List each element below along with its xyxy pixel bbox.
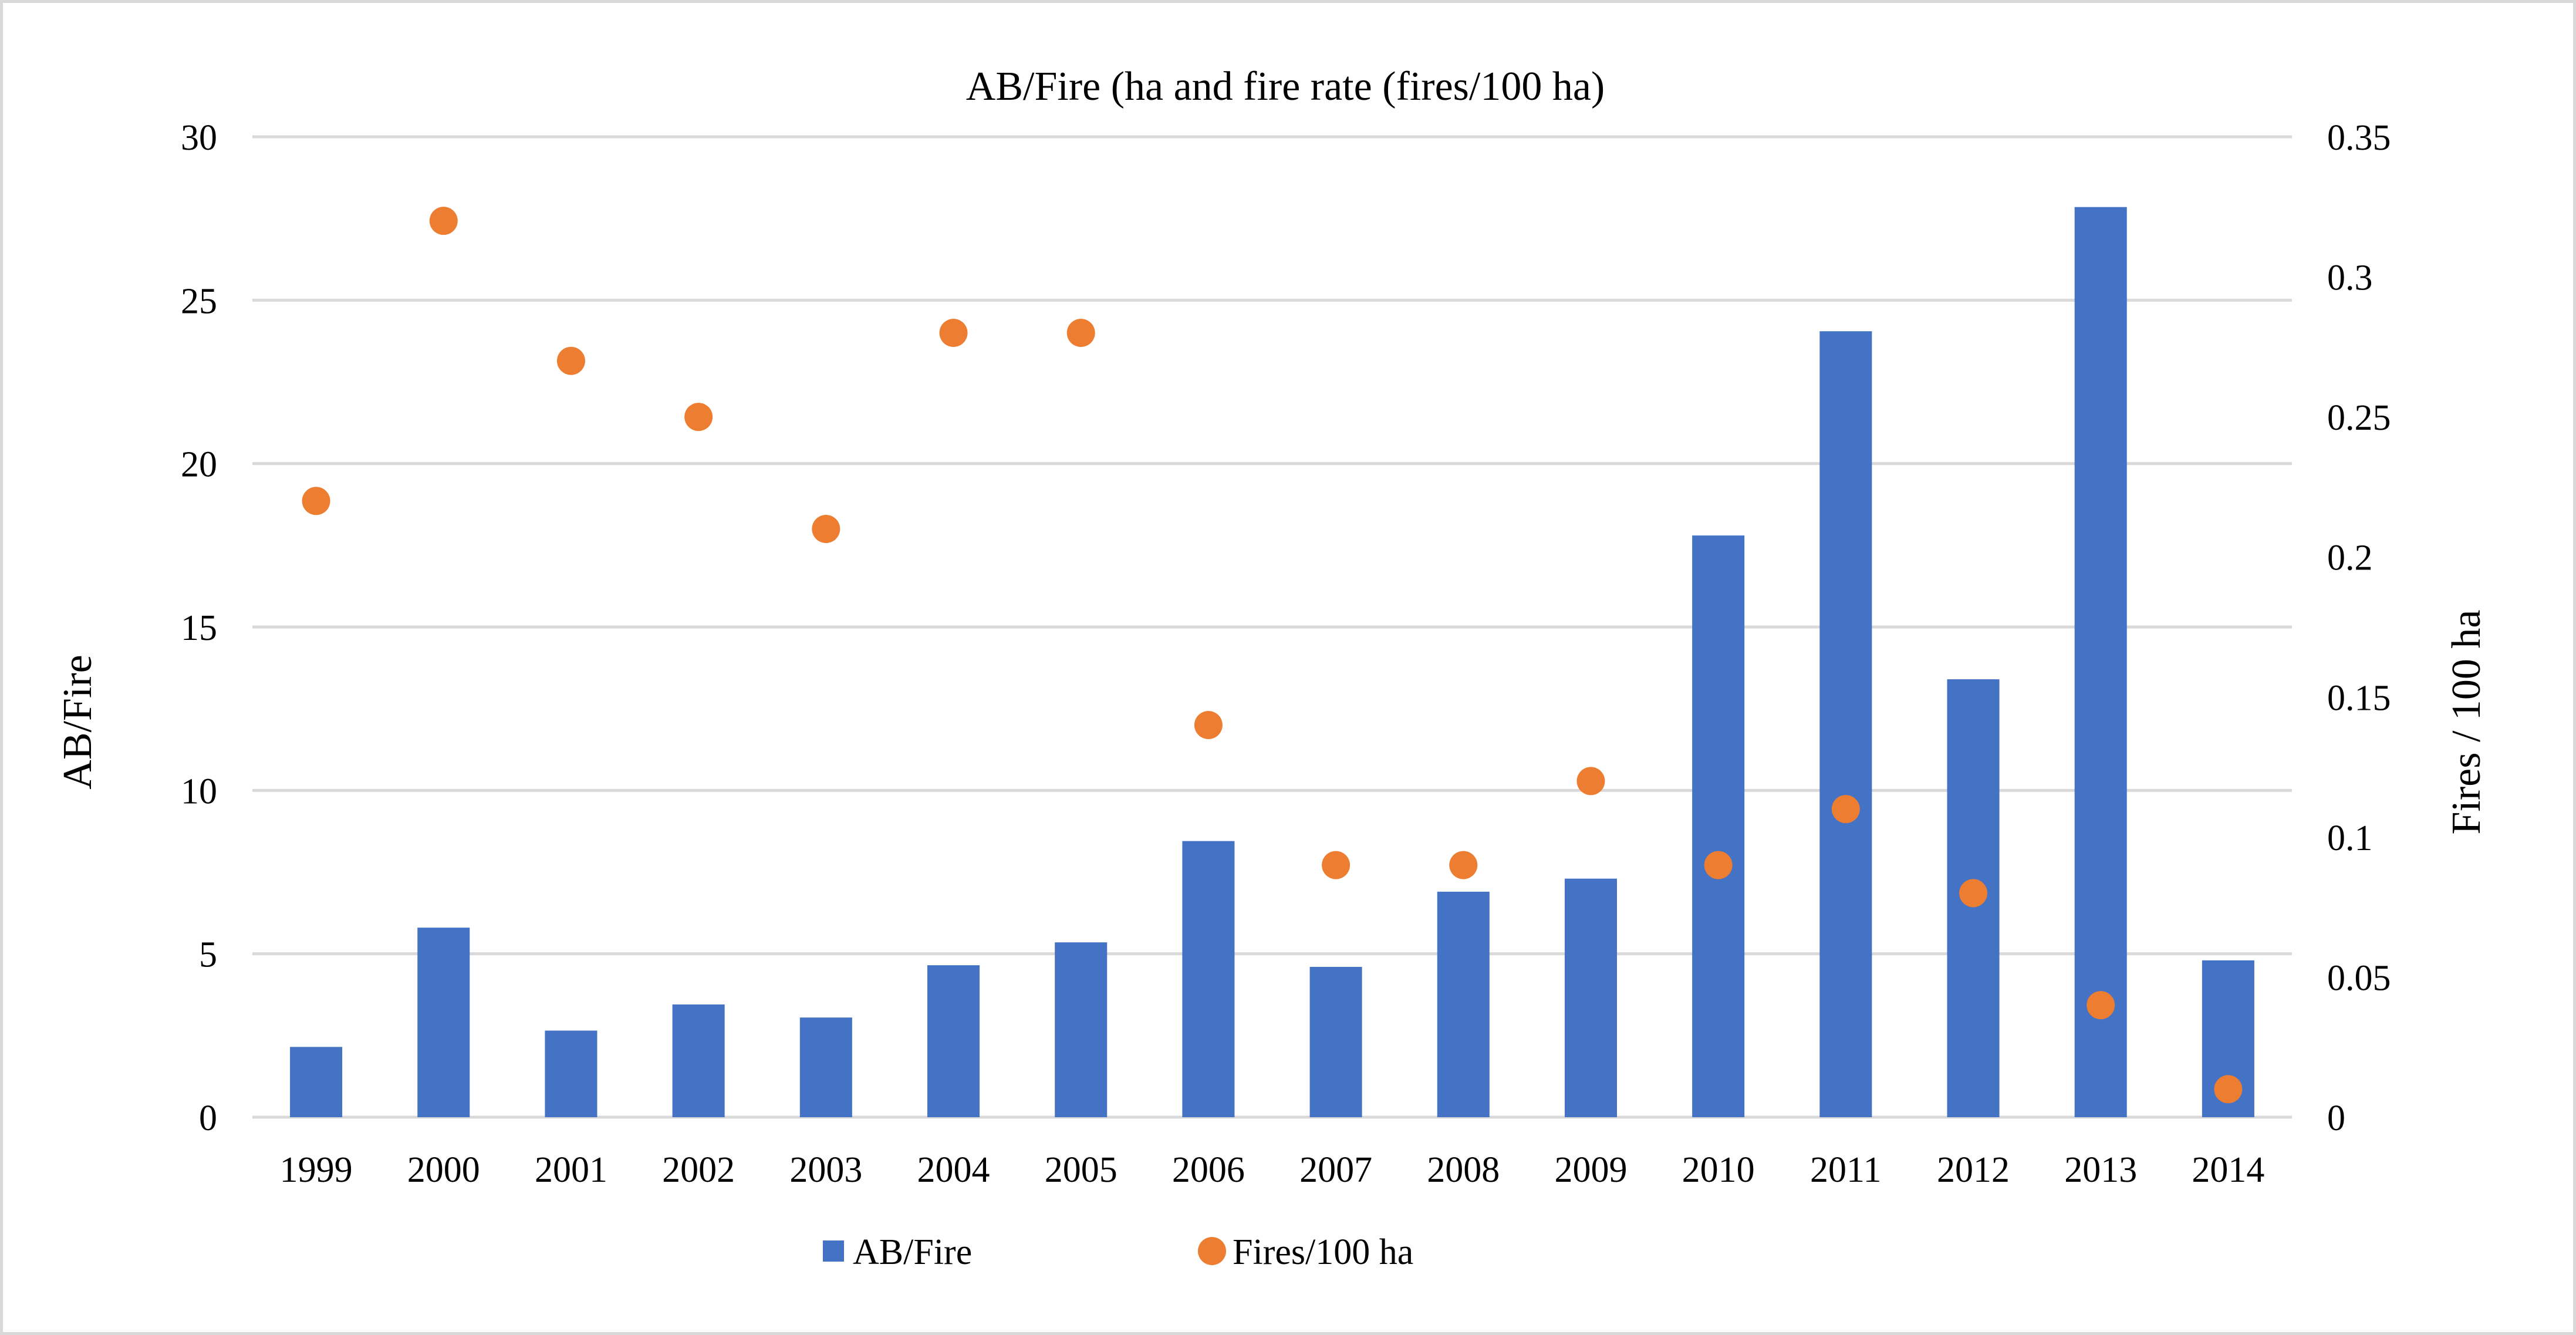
scatter-point (1449, 851, 1478, 879)
x-tick-label: 2006 (1172, 1150, 1245, 1190)
y2-axis-title: Fires / 100 ha (2444, 609, 2489, 834)
scatter-point (1194, 711, 1223, 739)
x-tick-label: 2002 (662, 1150, 735, 1190)
y2-tick-label: 0.15 (2327, 678, 2391, 718)
y-tick-label: 25 (181, 281, 217, 321)
bar (1182, 841, 1235, 1117)
y-tick-label: 20 (181, 445, 217, 485)
x-tick-label: 2010 (1682, 1150, 1755, 1190)
bar (799, 1017, 852, 1117)
bar (1692, 535, 1745, 1117)
scatter-point (684, 403, 713, 431)
bar (545, 1030, 597, 1117)
x-tick-label: 2007 (1299, 1150, 1372, 1190)
y-tick-label: 5 (199, 935, 217, 975)
legend-bar-swatch (823, 1240, 844, 1262)
bar (1437, 891, 1490, 1117)
y-tick-label: 0 (199, 1098, 217, 1138)
legend-dot-swatch (1198, 1237, 1226, 1265)
y2-tick-label: 0.3 (2327, 258, 2373, 298)
bar (1564, 878, 1617, 1117)
scatter-point (2214, 1075, 2243, 1104)
scatter-point (1704, 851, 1733, 879)
y-axis-title: AB/Fire (55, 655, 100, 789)
scatter-point (939, 319, 968, 347)
chart-title: AB/Fire (ha and fire rate (fires/100 ha) (966, 64, 1605, 109)
x-tick-label: 2008 (1427, 1150, 1500, 1190)
x-tick-label: 2000 (407, 1150, 480, 1190)
y2-axis-ticks: 0 0.05 0.1 0.15 0.2 0.25 0.3 0.35 (2327, 118, 2391, 1138)
y-tick-label: 10 (181, 771, 217, 811)
y2-tick-label: 0.05 (2327, 958, 2391, 998)
x-tick-label: 2003 (789, 1150, 862, 1190)
bar-series (290, 207, 2254, 1117)
scatter-series (302, 207, 2243, 1104)
x-tick-label: 2011 (1810, 1150, 1882, 1190)
scatter-point (1576, 767, 1605, 795)
bar (1309, 966, 1362, 1117)
y-axis-ticks: 0 5 10 15 20 25 30 (181, 118, 217, 1138)
x-tick-label: 2005 (1045, 1150, 1117, 1190)
y-tick-label: 30 (181, 118, 217, 158)
y2-tick-label: 0.25 (2327, 398, 2391, 438)
y2-tick-label: 0.2 (2327, 538, 2373, 578)
bar (672, 1004, 725, 1117)
scatter-point (1959, 879, 1988, 908)
bar (927, 965, 980, 1117)
bar (417, 928, 470, 1117)
x-axis-ticks: 1999 2000 2001 2002 2003 2004 2005 2006 2007 2008… (280, 1150, 2265, 1190)
x-tick-label: 2014 (2192, 1150, 2264, 1190)
scatter-point (302, 487, 330, 515)
scatter-point (812, 515, 840, 543)
x-tick-label: 2001 (535, 1150, 607, 1190)
scatter-point (1322, 851, 1351, 879)
bar (2074, 207, 2127, 1117)
scatter-point (556, 346, 585, 375)
x-tick-label: 2009 (1554, 1150, 1627, 1190)
scatter-point (2087, 991, 2115, 1020)
bar (1819, 331, 1872, 1117)
scatter-point (1831, 795, 1860, 824)
legend-dot-label: Fires/100 ha (1233, 1232, 1413, 1272)
scatter-point (1066, 319, 1095, 347)
legend: AB/Fire Fires/100 ha (823, 1232, 1413, 1272)
bar (290, 1047, 343, 1117)
x-tick-label: 2012 (1937, 1150, 2010, 1190)
bar (1055, 942, 1108, 1117)
y2-tick-label: 0.1 (2327, 818, 2373, 858)
scatter-point (429, 207, 458, 235)
legend-bar-label: AB/Fire (853, 1232, 972, 1272)
x-tick-label: 2004 (917, 1150, 990, 1190)
y-tick-label: 15 (181, 608, 217, 648)
y2-tick-label: 0.35 (2327, 118, 2391, 158)
x-tick-label: 1999 (280, 1150, 353, 1190)
x-tick-label: 2013 (2064, 1150, 2137, 1190)
y2-tick-label: 0 (2327, 1098, 2345, 1138)
